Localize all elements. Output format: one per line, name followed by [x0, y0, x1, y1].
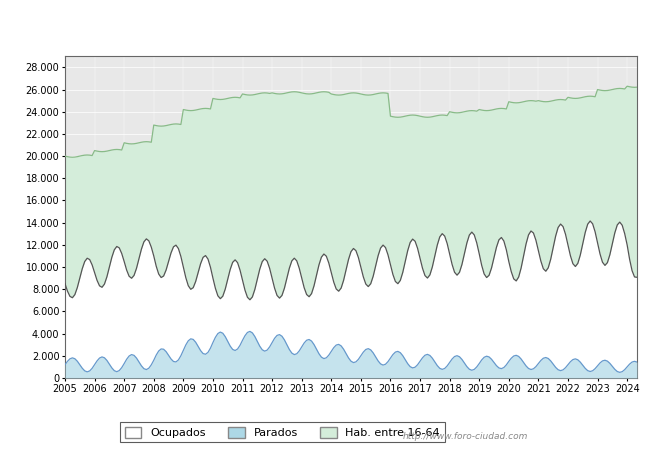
Text: Llucmajor - Evolucion de la poblacion en edad de Trabajar Mayo de 2024: Llucmajor - Evolucion de la poblacion en…	[83, 19, 567, 32]
Text: http://www.foro-ciudad.com: http://www.foro-ciudad.com	[403, 432, 528, 441]
Legend: Ocupados, Parados, Hab. entre 16-64: Ocupados, Parados, Hab. entre 16-64	[120, 422, 445, 442]
